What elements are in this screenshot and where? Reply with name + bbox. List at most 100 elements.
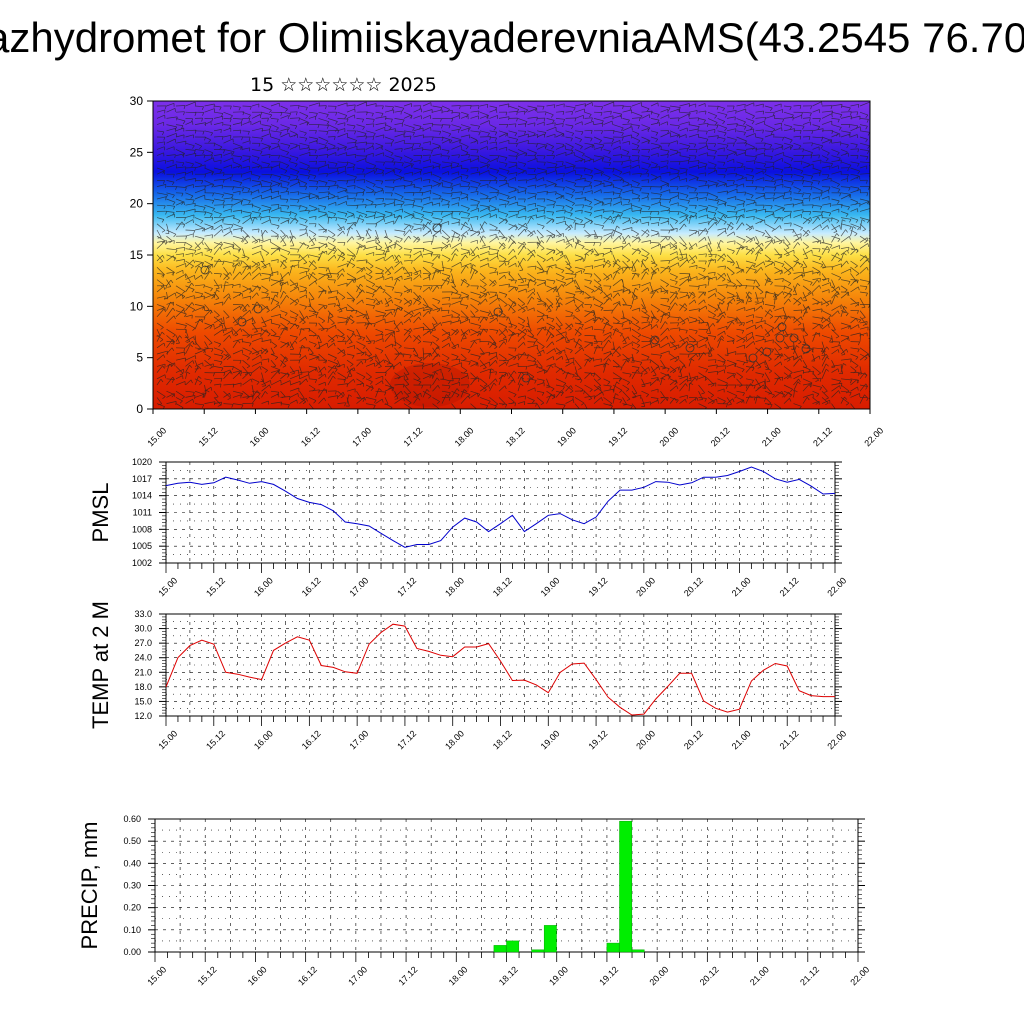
wind-barb: [840, 142, 849, 146]
wind-barb: [612, 179, 624, 181]
wind-barb: [527, 229, 534, 235]
wind-barb-flag: [354, 130, 357, 135]
wind-barb: [318, 273, 330, 277]
wind-barb: [232, 198, 243, 201]
wind-barb: [603, 217, 614, 221]
wind-barb-flag: [800, 264, 804, 268]
wind-barb-flag: [308, 210, 310, 214]
wind-barb: [289, 117, 300, 119]
wind-barb-flag: [640, 173, 642, 177]
wind-barb: [251, 260, 259, 266]
wind-barb-flag: [250, 287, 252, 292]
wind-barb-flag: [760, 247, 764, 252]
wind-barb: [299, 142, 310, 147]
wind-barb-flag: [355, 193, 358, 197]
wind-barb-flag: [735, 285, 738, 290]
wind-barb-flag: [458, 154, 460, 159]
wind-barb: [517, 297, 526, 305]
wind-barb-flag: [636, 133, 640, 137]
wind-barb: [223, 296, 230, 305]
wind-barb-flag: [562, 187, 565, 191]
wind-barb-flag: [514, 255, 517, 260]
wind-barb-flag: [621, 267, 624, 272]
wind-barb: [517, 284, 529, 287]
wind-barb: [384, 128, 396, 132]
wind-barb: [688, 230, 699, 237]
wind-barb-flag: [200, 220, 204, 224]
wind-barb-flag: [735, 110, 737, 114]
wind-barb: [441, 221, 449, 225]
wind-barb: [821, 273, 827, 280]
wind-barb-flag: [262, 266, 267, 269]
wind-barb-flag: [211, 234, 213, 239]
wind-barb-flag: [770, 156, 773, 160]
wind-barb: [460, 124, 471, 128]
wind-barb-flag: [248, 118, 251, 122]
wind-barb: [251, 149, 263, 152]
wind-barb: [850, 297, 859, 305]
wind-barb-flag: [249, 265, 252, 270]
wind-barb: [641, 105, 650, 110]
wind-barb-flag: [668, 236, 671, 241]
wind-barb: [859, 285, 868, 287]
wind-barb: [660, 149, 670, 152]
wind-barb-flag: [862, 229, 866, 232]
wind-barb-flag: [695, 149, 698, 153]
wind-barb: [565, 124, 574, 127]
wind-barb: [641, 140, 649, 144]
wind-barb: [774, 178, 783, 181]
wind-barb: [660, 105, 671, 109]
wind-barb-flag: [446, 240, 450, 244]
wind-barb: [650, 152, 659, 156]
wind-barb: [622, 266, 629, 274]
wind-barb: [783, 142, 793, 146]
wind-barb-flag: [534, 174, 537, 178]
wind-barb: [631, 197, 640, 200]
wind-barb-flag: [790, 145, 794, 149]
wind-barb: [508, 262, 516, 268]
wind-barb: [337, 166, 346, 169]
wind-barb-flag: [159, 261, 164, 264]
wind-barb-flag: [505, 218, 508, 223]
wind-barb: [850, 198, 858, 203]
wind-barb: [726, 128, 736, 132]
wind-barb-flag: [399, 214, 402, 218]
wind-barb-flag: [212, 192, 215, 197]
wind-barb-flag: [655, 138, 659, 143]
wind-barb: [650, 122, 660, 125]
wind-barb: [593, 273, 602, 281]
wind-barb: [679, 103, 690, 107]
wind-barb: [185, 167, 196, 169]
wind-barb: [346, 145, 358, 150]
wind-barb: [546, 235, 551, 243]
wind-barb-flag: [568, 267, 572, 270]
wind-barb: [346, 304, 355, 311]
wind-barb: [337, 282, 348, 287]
wind-barb: [593, 258, 605, 262]
wind-barb: [698, 292, 704, 299]
wind-barb-flag: [543, 162, 546, 166]
wind-barb: [375, 235, 381, 243]
wind-barb: [451, 183, 461, 187]
wind-barb: [764, 115, 775, 119]
wind-barb-flag: [663, 291, 668, 294]
wind-barb-flag: [228, 296, 232, 300]
wind-barb-flag: [200, 293, 204, 297]
wind-barb: [441, 212, 452, 218]
wind-barb: [251, 194, 262, 200]
wind-barb: [669, 134, 680, 138]
wind-barb: [650, 173, 658, 178]
wind-barb-flag: [496, 250, 500, 254]
wind-barb-flag: [204, 174, 207, 178]
wind-barb: [498, 242, 504, 249]
wind-barb: [213, 291, 220, 299]
wind-barb: [242, 235, 249, 243]
wind-barb: [850, 260, 858, 267]
wind-barb: [831, 208, 840, 212]
wind-barb: [745, 266, 757, 271]
wind-barb-flag: [353, 255, 356, 260]
wind-barb-flag: [335, 121, 338, 125]
wind-barb: [546, 104, 555, 107]
wind-barb: [745, 142, 755, 148]
wind-barb: [470, 230, 480, 237]
